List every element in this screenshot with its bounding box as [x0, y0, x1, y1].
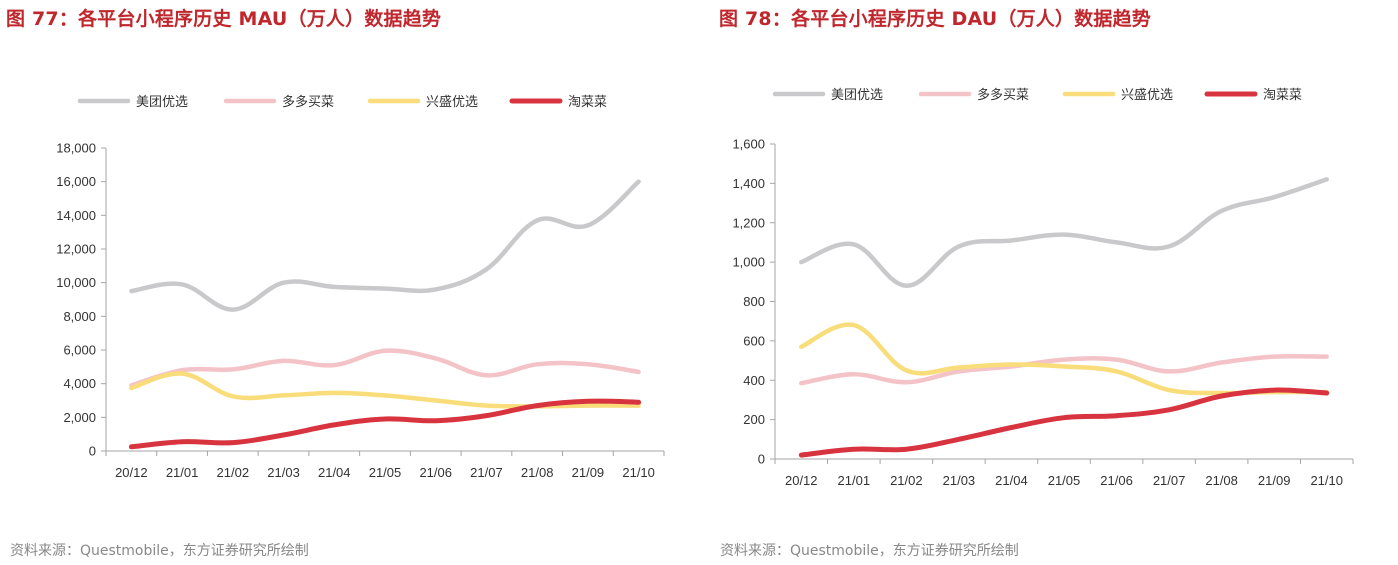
x-tick-label: 21/08	[1205, 473, 1238, 488]
figure-77: 图 77：各平台小程序历史 MAU（万人）数据趋势 0 2,000 4,000 6,0…	[6, 8, 665, 559]
y-tick-label: 600	[743, 333, 765, 348]
legend-label: 淘菜菜	[568, 95, 607, 110]
x-tick-label: 21/06	[419, 465, 452, 480]
x-tick-label: 21/04	[318, 465, 351, 480]
source-note: 资料来源：Questmobile，东方证券研究所绘制	[720, 543, 1019, 559]
dau-line-chart: 0 200 400 600 800 1,000 1,200 1,400 1,600 20/12 21…	[732, 87, 1354, 488]
legend-label: 美团优选	[136, 95, 188, 110]
x-tick-label: 21/05	[369, 465, 402, 480]
x-tick-label: 21/06	[1100, 473, 1133, 488]
x-tick-label: 21/09	[1258, 473, 1291, 488]
x-tick-label: 20/12	[785, 473, 818, 488]
y-tick-label: 8,000	[63, 309, 96, 324]
legend-label: 兴盛优选	[426, 95, 478, 110]
legend-label: 多多买菜	[977, 87, 1029, 103]
mau-line-chart: 0 2,000 4,000 6,000 8,000 10,000 12,000 14,000 1…	[56, 94, 665, 480]
y-tick-label: 12,000	[56, 242, 96, 257]
y-tick-label: 1,400	[732, 176, 765, 191]
x-tick-label: 21/03	[267, 465, 300, 480]
series-line-1	[799, 177, 1329, 289]
series-line-3	[129, 371, 641, 409]
y-tick-label: 0	[758, 452, 765, 467]
figure-title: 图 78：各平台小程序历史 DAU（万人）数据趋势	[719, 8, 1151, 30]
x-tick-label: 21/08	[521, 465, 554, 480]
x-tick-label: 21/02	[890, 473, 923, 488]
series-line-4	[798, 387, 1330, 458]
x-tick-label: 21/03	[943, 473, 976, 488]
y-tick-label: 16,000	[56, 174, 96, 189]
x-tick-label: 21/05	[1048, 473, 1081, 488]
x-tick-label: 21/01	[166, 465, 199, 480]
y-tick-label: 400	[743, 373, 765, 388]
y-tick-label: 1,200	[732, 215, 765, 230]
x-tick-label: 21/04	[995, 473, 1028, 488]
figure-title: 图 77：各平台小程序历史 MAU（万人）数据趋势	[6, 8, 442, 30]
x-tick-label: 20/12	[115, 465, 148, 480]
x-tick-label: 21/02	[217, 465, 250, 480]
y-tick-label: 1,600	[732, 137, 765, 152]
x-tick-label: 21/09	[572, 465, 605, 480]
y-tick-label: 10,000	[56, 275, 96, 290]
legend-label: 多多买菜	[282, 94, 334, 110]
x-tick-label: 21/07	[1153, 473, 1186, 488]
y-tick-label: 14,000	[56, 208, 96, 223]
y-tick-label: 18,000	[56, 141, 96, 156]
y-tick-label: 6,000	[63, 343, 96, 358]
source-note: 资料来源：Questmobile，东方证券研究所绘制	[10, 543, 309, 559]
legend-label: 淘菜菜	[1263, 88, 1302, 103]
x-tick-label: 21/01	[838, 473, 871, 488]
series-line-4	[128, 398, 642, 450]
y-tick-label: 200	[743, 412, 765, 427]
series-line-2	[799, 353, 1329, 386]
series-line-1	[129, 179, 641, 312]
y-tick-label: 4,000	[63, 376, 96, 391]
y-tick-label: 1,000	[732, 255, 765, 270]
legend-label: 美团优选	[831, 88, 883, 103]
y-tick-label: 800	[743, 294, 765, 309]
x-tick-label: 21/10	[622, 465, 655, 480]
series-line-2	[129, 348, 641, 388]
y-tick-label: 0	[89, 444, 96, 459]
figure-78: 图 78：各平台小程序历史 DAU（万人）数据趋势 0 200 400 600 800 1…	[699, 0, 1398, 565]
x-tick-label: 21/10	[1310, 473, 1343, 488]
y-tick-label: 2,000	[63, 410, 96, 425]
x-tick-label: 21/07	[470, 465, 503, 480]
legend-label: 兴盛优选	[1121, 88, 1173, 103]
